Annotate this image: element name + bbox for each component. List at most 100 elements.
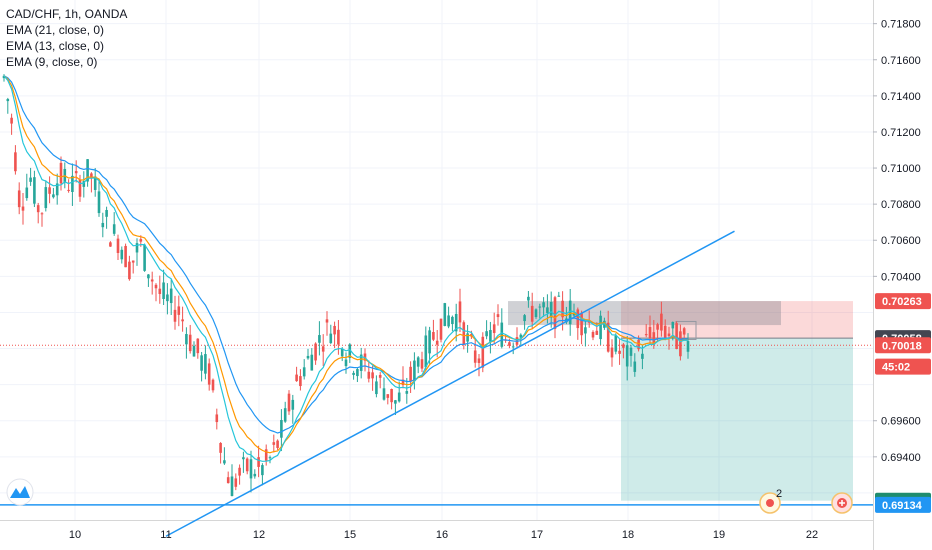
candle-body-116[interactable] bbox=[443, 303, 447, 326]
candle-body-81[interactable] bbox=[310, 354, 314, 371]
candle-body-66[interactable] bbox=[253, 473, 257, 477]
candle-body-176[interactable] bbox=[671, 321, 675, 329]
candle-body-168[interactable] bbox=[641, 353, 644, 359]
candle-body-144[interactable] bbox=[549, 302, 553, 318]
candle-body-101[interactable] bbox=[386, 394, 390, 398]
candle-body-107[interactable] bbox=[409, 366, 412, 382]
take-profit-zone[interactable] bbox=[621, 338, 853, 501]
candle-body-23[interactable] bbox=[90, 173, 93, 179]
candle-body-94[interactable] bbox=[359, 354, 363, 371]
candle-body-118[interactable] bbox=[451, 316, 454, 325]
candle-body-172[interactable] bbox=[656, 324, 659, 330]
price-badge-3[interactable] bbox=[875, 358, 931, 375]
candle-body-62[interactable] bbox=[238, 467, 241, 476]
candle-body-108[interactable] bbox=[413, 360, 416, 381]
candle-body-40[interactable] bbox=[154, 284, 158, 289]
candle-body-117[interactable] bbox=[447, 315, 450, 327]
candle-body-152[interactable] bbox=[580, 313, 583, 336]
candle-body-82[interactable] bbox=[314, 343, 317, 361]
candle-body-114[interactable] bbox=[435, 340, 439, 345]
candle-body-54[interactable] bbox=[207, 363, 211, 385]
candle-body-122[interactable] bbox=[466, 333, 469, 342]
candle-body-9[interactable] bbox=[36, 205, 40, 213]
candle-body-121[interactable] bbox=[462, 322, 466, 345]
candle-body-1[interactable] bbox=[6, 99, 10, 102]
candle-body-20[interactable] bbox=[78, 179, 82, 197]
candle-body-75[interactable] bbox=[287, 393, 291, 412]
candle-body-100[interactable] bbox=[382, 388, 386, 400]
candle-body-36[interactable] bbox=[139, 239, 143, 242]
candle-body-156[interactable] bbox=[595, 330, 599, 335]
candle-body-171[interactable] bbox=[652, 332, 656, 345]
candle-body-173[interactable] bbox=[660, 313, 663, 331]
candle-body-96[interactable] bbox=[367, 371, 371, 379]
candle-body-80[interactable] bbox=[306, 355, 310, 359]
candle-body-163[interactable] bbox=[622, 344, 625, 348]
candle-body-111[interactable] bbox=[424, 335, 428, 368]
candle-body-175[interactable] bbox=[667, 333, 671, 337]
candle-body-42[interactable] bbox=[162, 282, 165, 299]
candle-body-26[interactable] bbox=[101, 222, 105, 228]
stop-loss-zone[interactable] bbox=[621, 301, 853, 339]
candle-body-150[interactable] bbox=[572, 313, 576, 316]
candle-body-142[interactable] bbox=[542, 302, 545, 308]
candle-body-106[interactable] bbox=[405, 391, 409, 394]
candle-body-39[interactable] bbox=[150, 279, 154, 282]
candle-body-32[interactable] bbox=[124, 245, 127, 268]
candle-body-155[interactable] bbox=[591, 331, 595, 338]
candle-body-99[interactable] bbox=[378, 374, 382, 378]
ema13-line[interactable] bbox=[3, 75, 689, 454]
candle-body-58[interactable] bbox=[223, 460, 226, 464]
candle-body-143[interactable] bbox=[546, 307, 549, 314]
candle-body-15[interactable] bbox=[59, 162, 63, 184]
candle-body-57[interactable] bbox=[219, 442, 222, 453]
candle-body-160[interactable] bbox=[610, 347, 614, 358]
candle-body-104[interactable] bbox=[397, 392, 401, 402]
candle-body-56[interactable] bbox=[215, 414, 219, 423]
candle-body-165[interactable] bbox=[629, 347, 633, 356]
candle-body-45[interactable] bbox=[173, 309, 177, 322]
candle-body-55[interactable] bbox=[211, 379, 215, 391]
candle-body-133[interactable] bbox=[508, 342, 511, 346]
candle-body-124[interactable] bbox=[473, 350, 477, 363]
candle-body-83[interactable] bbox=[318, 335, 321, 343]
candle-body-162[interactable] bbox=[618, 350, 621, 354]
candle-body-120[interactable] bbox=[458, 301, 462, 323]
candle-body-67[interactable] bbox=[257, 457, 260, 467]
candle-body-140[interactable] bbox=[534, 309, 538, 318]
candle-body-146[interactable] bbox=[557, 295, 561, 297]
candle-body-177[interactable] bbox=[675, 323, 678, 350]
price-badge-5[interactable] bbox=[875, 496, 931, 513]
candle-body-11[interactable] bbox=[44, 187, 48, 209]
candle-body-84[interactable] bbox=[321, 346, 325, 352]
candle-body-139[interactable] bbox=[530, 305, 534, 322]
candle-body-174[interactable] bbox=[663, 325, 667, 338]
candle-body-34[interactable] bbox=[131, 260, 135, 263]
candle-body-69[interactable] bbox=[264, 449, 268, 461]
candle-body-102[interactable] bbox=[390, 389, 393, 403]
candle-body-113[interactable] bbox=[432, 332, 435, 340]
candle-body-129[interactable] bbox=[492, 324, 496, 333]
candle-body-51[interactable] bbox=[196, 338, 200, 354]
candle-body-92[interactable] bbox=[352, 372, 355, 375]
candle-body-3[interactable] bbox=[14, 152, 17, 172]
candle-body-119[interactable] bbox=[454, 313, 458, 332]
candle-body-159[interactable] bbox=[606, 322, 610, 352]
candle-body-60[interactable] bbox=[230, 476, 234, 497]
ema21-line[interactable] bbox=[3, 75, 689, 434]
ema-9-label[interactable]: EMA (9, close, 0) bbox=[6, 55, 98, 69]
candle-body-8[interactable] bbox=[33, 177, 36, 204]
candle-body-13[interactable] bbox=[52, 194, 55, 198]
candle-body-149[interactable] bbox=[568, 300, 572, 325]
candle-body-157[interactable] bbox=[599, 315, 602, 340]
candle-body-87[interactable] bbox=[333, 325, 336, 335]
ema-21-label[interactable]: EMA (21, close, 0) bbox=[6, 23, 105, 37]
candle-body-47[interactable] bbox=[181, 319, 184, 322]
candle-body-43[interactable] bbox=[166, 294, 169, 302]
price-axis-panel[interactable] bbox=[873, 0, 932, 550]
candle-body-78[interactable] bbox=[299, 376, 302, 387]
candle-body-138[interactable] bbox=[527, 296, 530, 301]
candle-body-59[interactable] bbox=[226, 477, 230, 484]
candle-body-128[interactable] bbox=[489, 330, 492, 342]
candle-body-53[interactable] bbox=[204, 354, 207, 374]
